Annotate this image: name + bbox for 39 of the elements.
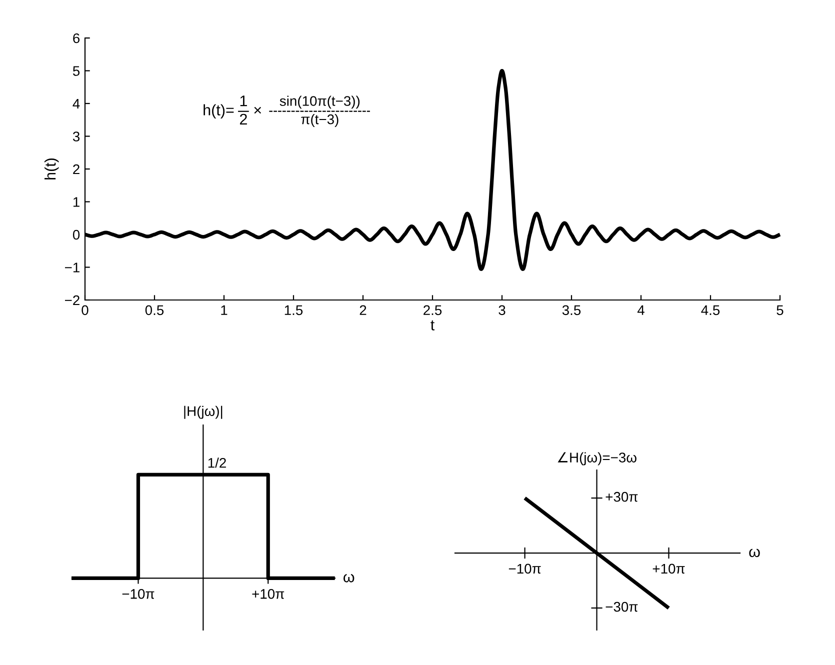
x-tick-label: +10π bbox=[252, 589, 284, 599]
y-tick-label: −1 bbox=[64, 262, 80, 272]
y-tick-label: 0 bbox=[72, 230, 80, 240]
x-axis-title: ω bbox=[344, 574, 354, 582]
x-tick-label: 2.5 bbox=[424, 305, 442, 316]
x-tick-label: 1 bbox=[221, 305, 228, 315]
y-tick-label: 3 bbox=[72, 132, 80, 142]
x-tick-label: −10π bbox=[122, 589, 154, 599]
x-tick-label: 4 bbox=[637, 305, 644, 315]
x-tick-label: 4.5 bbox=[701, 305, 720, 316]
annotation: h(t)= bbox=[204, 104, 234, 118]
x-tick-label: 5 bbox=[776, 305, 784, 316]
y-tick-label: −2 bbox=[64, 295, 80, 306]
annotation: π(t−3) bbox=[301, 114, 338, 127]
y-tick-label: 1 bbox=[73, 197, 80, 207]
x-tick-label: +10π bbox=[652, 564, 685, 574]
y-axis-title: h(t) bbox=[44, 158, 59, 180]
x-tick-label: 3 bbox=[498, 305, 506, 316]
y-tick-label: 4 bbox=[72, 98, 80, 109]
x-tick-label: 0 bbox=[82, 305, 88, 316]
annotation: sin(10π(t−3)) bbox=[280, 96, 360, 109]
x-tick-label: −10π bbox=[508, 564, 541, 574]
annotation: +30π bbox=[606, 492, 638, 502]
x-tick-label: 0.5 bbox=[145, 305, 164, 316]
annotation: 2 bbox=[240, 114, 247, 124]
y-tick-label: 6 bbox=[73, 33, 80, 44]
x-tick-label: 1.5 bbox=[284, 305, 303, 316]
annotation: 1 bbox=[240, 96, 247, 106]
annotation: −30π bbox=[606, 602, 638, 612]
x-tick-label: 2 bbox=[360, 305, 366, 315]
y-axis-title: |H(jω)| bbox=[184, 406, 222, 419]
x-axis-title: ω bbox=[749, 548, 760, 558]
x-tick-label: 3.5 bbox=[562, 305, 581, 316]
y-axis-title: ∠H(jω)=−3ω bbox=[558, 452, 636, 466]
y-tick-label: 5 bbox=[72, 66, 80, 76]
x-axis-title: t bbox=[430, 320, 435, 330]
y-tick-label: 2 bbox=[73, 164, 80, 174]
annotation: × bbox=[254, 106, 262, 114]
annotation: 1/2 bbox=[208, 458, 226, 468]
